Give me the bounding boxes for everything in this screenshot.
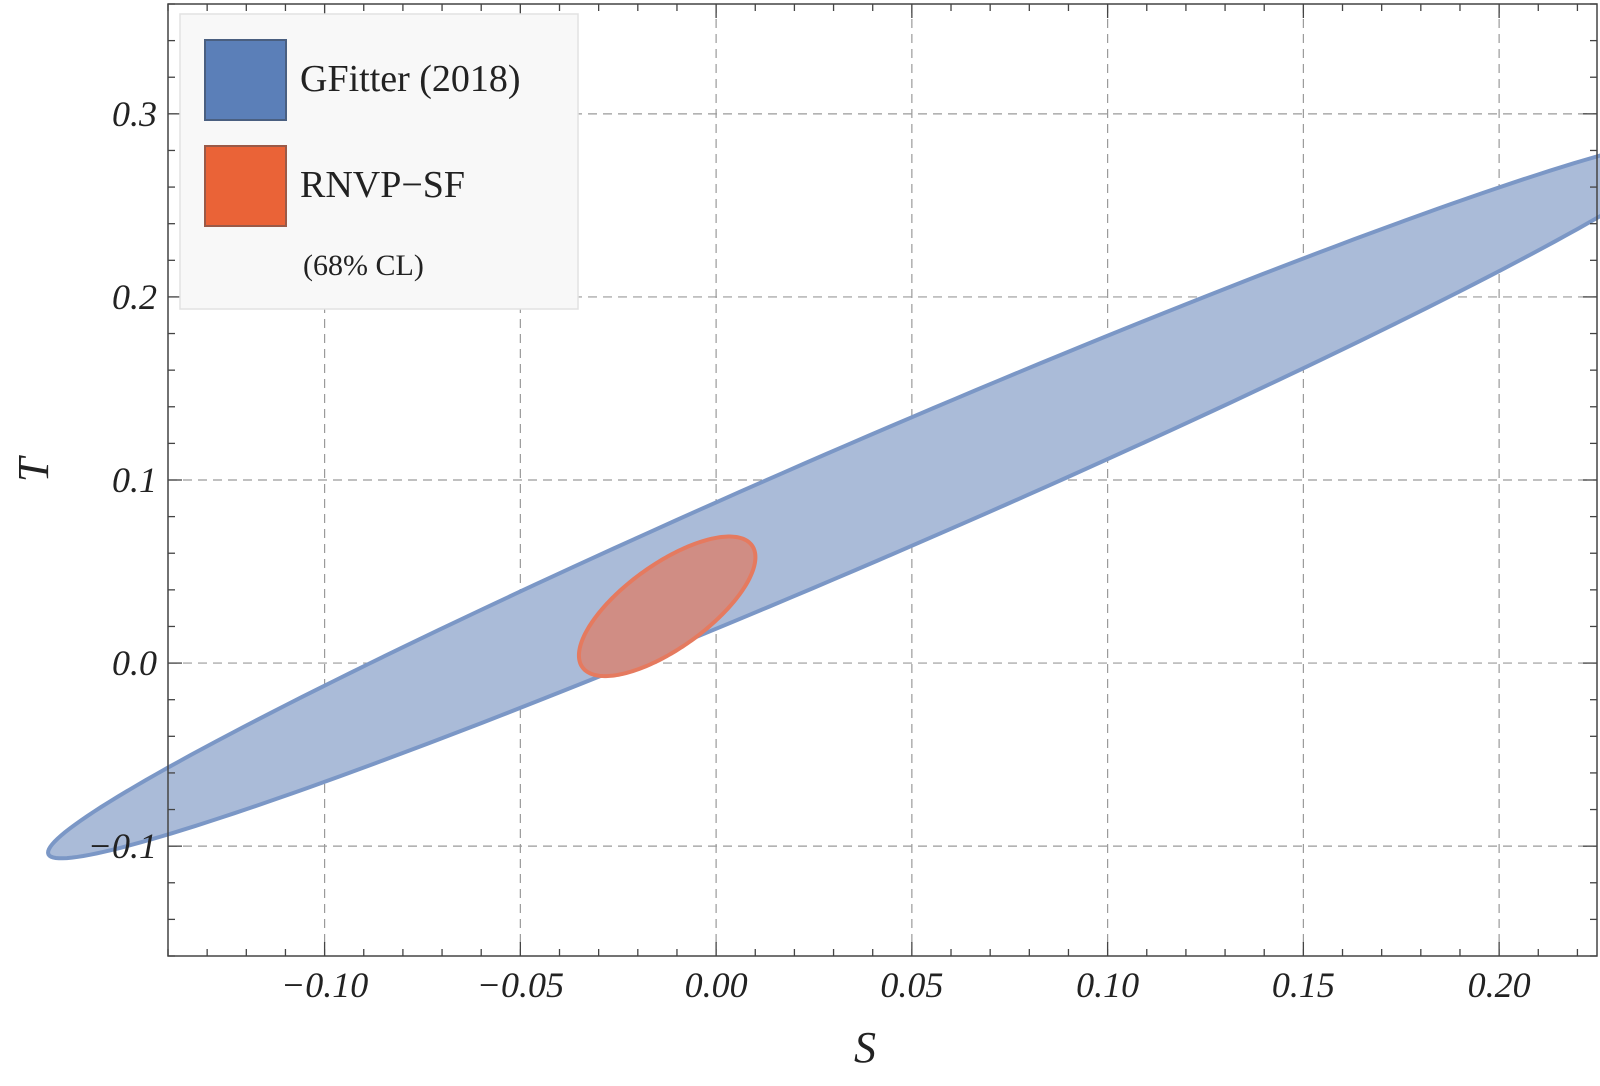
x-tick-label: −0.05 <box>477 965 564 1005</box>
confidence-regions <box>46 153 1600 861</box>
x-tick-label: 0.10 <box>1076 965 1139 1005</box>
legend-note: (68% CL) <box>303 249 424 282</box>
region-1 <box>576 534 758 679</box>
x-tick-label: −0.10 <box>281 965 368 1005</box>
legend-swatch-gfitter <box>204 39 287 121</box>
y-tick-label: 0.1 <box>112 460 157 500</box>
region-0 <box>46 153 1600 861</box>
x-tick-label: 0.00 <box>685 965 748 1005</box>
legend-label-gfitter: GFitter (2018) <box>300 58 521 100</box>
y-tick-label: 0.0 <box>112 643 157 683</box>
y-tick-label: 0.2 <box>112 277 157 317</box>
legend-swatch-rnvp-sf <box>204 145 287 227</box>
x-tick-label: 0.05 <box>880 965 943 1005</box>
legend-label-rnvp-sf: RNVP−SF <box>300 164 465 206</box>
x-tick-label: 0.20 <box>1468 965 1531 1005</box>
x-tick-label: 0.15 <box>1272 965 1335 1005</box>
y-axis-label: T <box>9 454 58 482</box>
x-axis-label: S <box>854 1023 876 1072</box>
legend: GFitter (2018) RNVP−SF (68% CL) <box>179 13 579 310</box>
y-tick-label: −0.1 <box>88 826 157 866</box>
y-tick-label: 0.3 <box>112 94 157 134</box>
tick-labels: −0.10 −0.05 0.00 0.05 0.10 0.15 0.20 −0.1 0.0 0.1… <box>88 94 1531 1005</box>
